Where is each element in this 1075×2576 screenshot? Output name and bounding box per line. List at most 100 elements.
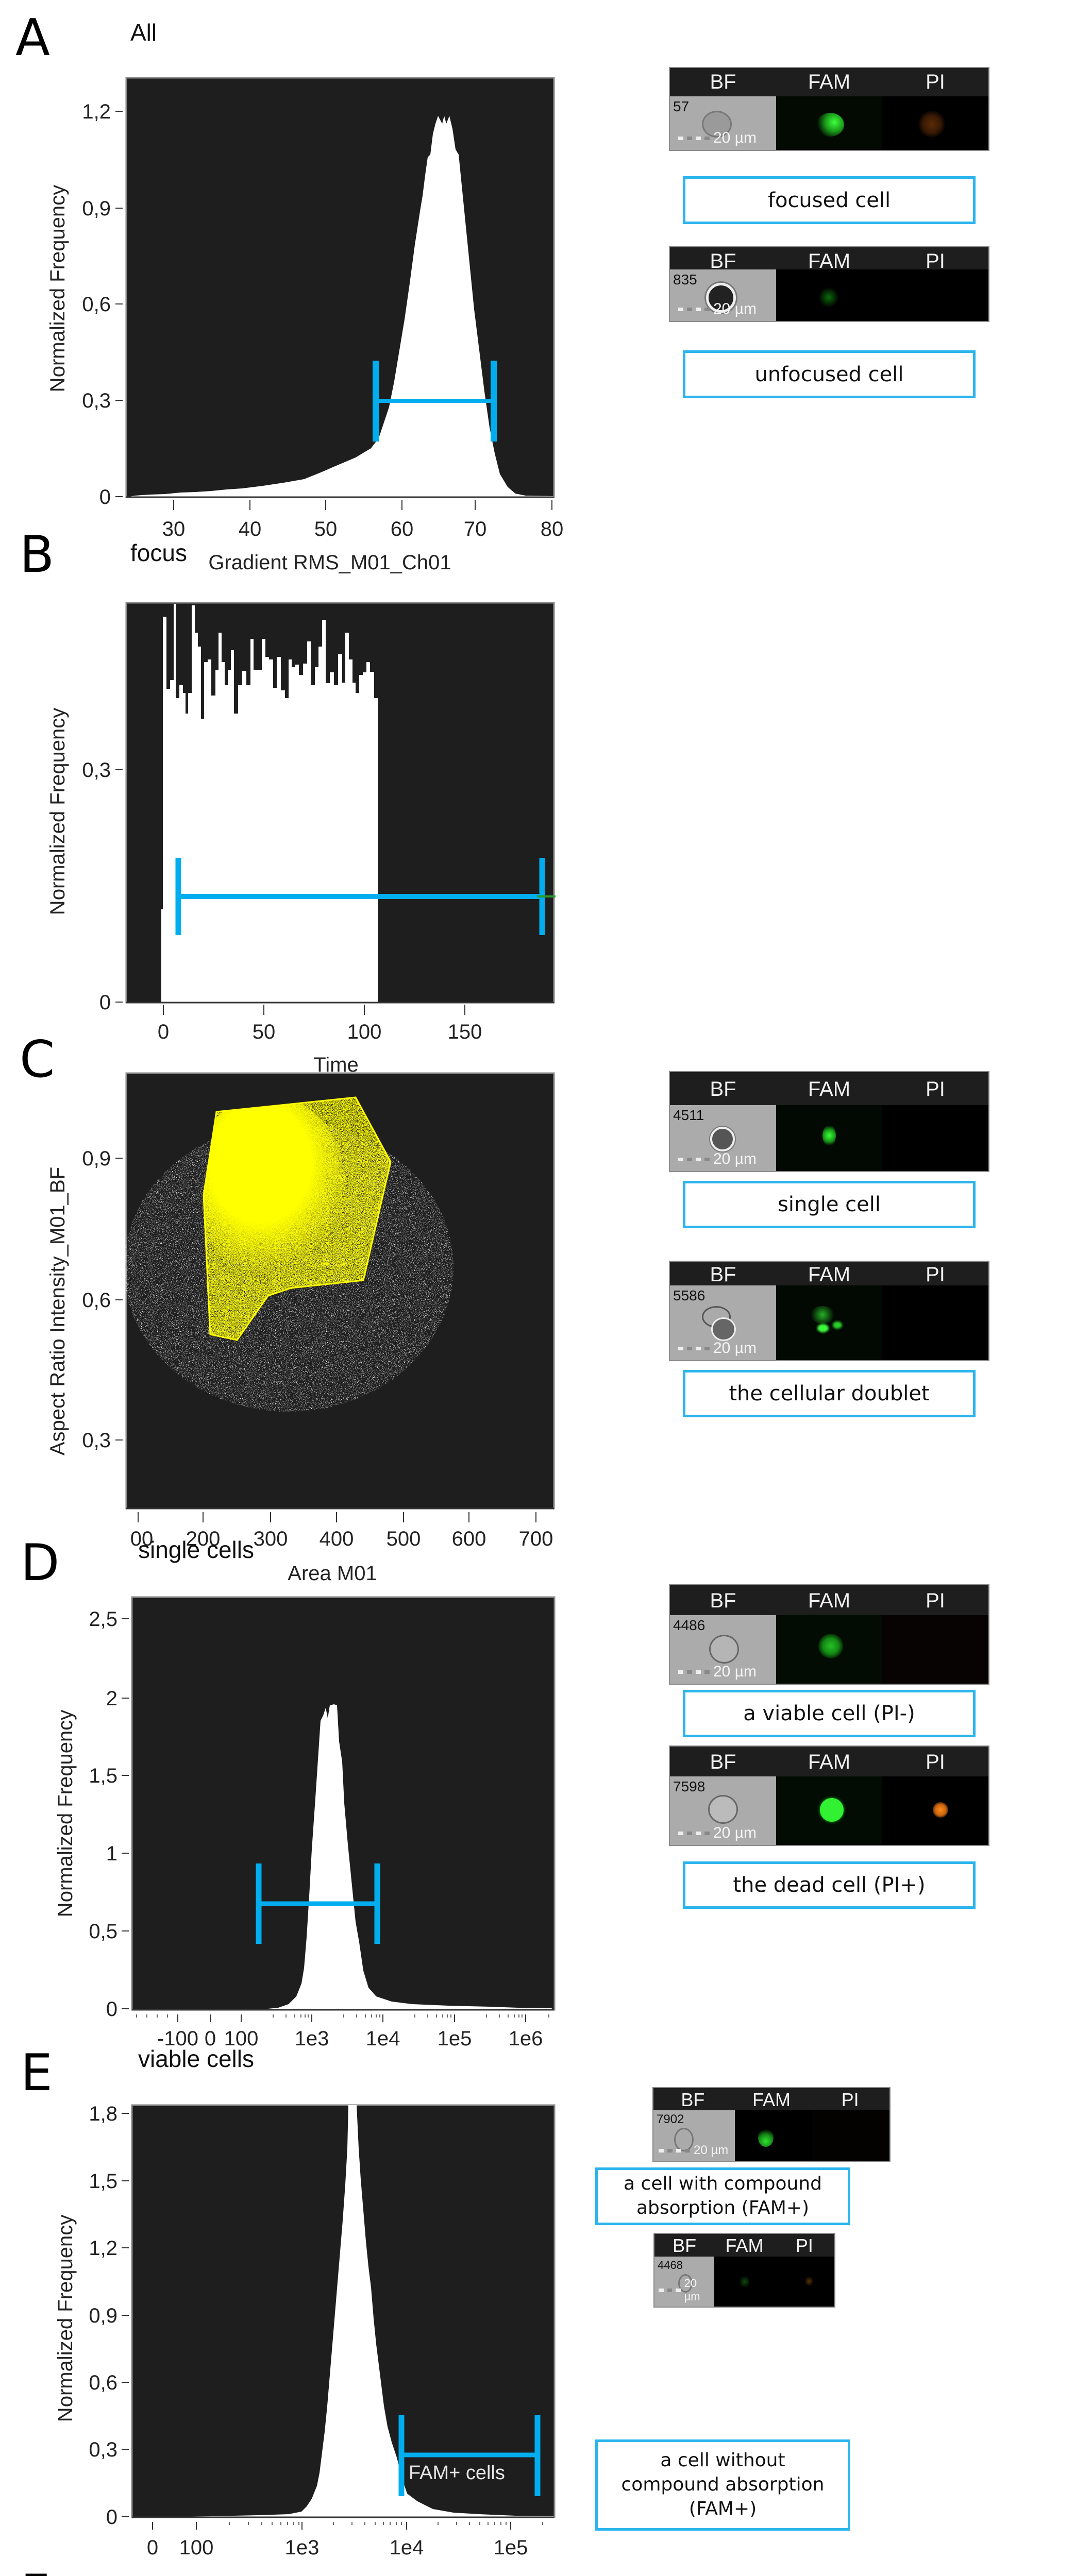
x-tick: 100 (179, 2536, 214, 2559)
image-strip-e1[interactable]: BF FAM PI 7902 20 µm (652, 2087, 891, 2162)
y-tick: 1,5 (89, 1765, 117, 1787)
y-tick: 2,5 (89, 1608, 117, 1631)
image-strip-c1[interactable]: BF FAM PI 4511 20 µm (669, 1071, 989, 1172)
pi-image (882, 1285, 988, 1360)
pi-image (882, 1105, 988, 1171)
scale-bar: 20 µm (678, 1824, 757, 1842)
x-tick: 30 (162, 518, 186, 540)
image-strip-d2[interactable]: BF FAM PI 7598 20 µm (669, 1745, 989, 1846)
scale-bar: 20 µm (678, 129, 757, 147)
fam-image (776, 1285, 882, 1360)
x-axis-label: Gradient RMS_M01_Ch01 (208, 551, 451, 574)
x-tick: 1e5 (438, 2027, 472, 2050)
chart-a-svg: 0 0,3 0,6 0,9 1,2 30 40 50 60 70 80 (82, 77, 563, 540)
panel-letter-d: D (21, 1534, 60, 1592)
x-tick: 500 (387, 1528, 421, 1550)
x-tick: 700 (519, 1528, 553, 1550)
channel-label: PI (926, 250, 945, 273)
bf-image: 5586 20 µm (670, 1285, 776, 1360)
y-tick: 0 (99, 991, 111, 1014)
x-tick: 40 (239, 518, 262, 540)
image-strip-e2[interactable]: BF FAM PI 4468 20 µm (653, 2233, 835, 2308)
image-strip-d1[interactable]: BF FAM PI 4486 20 µm (669, 1584, 989, 1685)
x-tick: 00 (130, 1528, 154, 1550)
minor-ticks (229, 2522, 543, 2525)
channel-label: PI (926, 1263, 945, 1286)
panel-letter-e: E (21, 2044, 53, 2103)
channel-label: PI (795, 2235, 813, 2256)
y-axis-label: Aspect Ratio Intensity_M01_BF (46, 1167, 69, 1455)
histogram-pi-intensity: 0 0,5 1 1,5 2 2,5 -100 0 100 1e3 1e4 1e5… (54, 1596, 556, 2050)
y-axis-label: Normalized Frequency (54, 2215, 77, 2422)
x-tick: 100 (347, 1021, 382, 1043)
object-id: 7902 (657, 2112, 684, 2126)
object-id: 4511 (673, 1107, 704, 1123)
channel-label: FAM (808, 250, 851, 273)
object-id: 7598 (673, 1778, 706, 1794)
x-tick: 200 (186, 1528, 221, 1550)
x-tick: 600 (452, 1528, 486, 1550)
y-tick: 0,9 (82, 197, 111, 220)
y-axis-label: Normalized Frequency (54, 1710, 77, 1917)
scale-bar: 20 µm (678, 1663, 757, 1681)
image-strip-c2[interactable]: BF FAM PI 5586 20 µm (669, 1261, 989, 1361)
bf-image: 4486 20 µm (670, 1615, 776, 1684)
channel-label: FAM (808, 1589, 851, 1612)
scatter-area-aspect: 0,9 0,6 0,3 00 200 300 400 500 600 700 (82, 1072, 555, 1550)
y-tick: 1,2 (89, 2237, 117, 2260)
histogram-internalization: internalization of probe 0 0,5 1 1,5 2 2… (0, 2550, 567, 2576)
scale-bar: 20 µm (678, 300, 757, 318)
pi-image (812, 2110, 889, 2161)
channel-label: BF (681, 2089, 705, 2110)
pi-image (882, 1776, 988, 1845)
y-tick: 1,8 (89, 2103, 117, 2125)
y-tick: 0,6 (82, 1289, 111, 1312)
histogram-bars (161, 604, 378, 1003)
panel-letter-a: A (15, 9, 51, 67)
y-tick: 0,6 (82, 293, 111, 316)
y-tick: 0,9 (89, 2304, 117, 2327)
caption-box: a cell without compound absorption (FAM+… (595, 2439, 850, 2531)
scale-bar: 20 µm (678, 1150, 757, 1168)
x-tick: 1e3 (295, 2027, 329, 2050)
panel-title-b: focus (130, 539, 187, 566)
y-tick: 0,5 (89, 1920, 117, 1943)
y-tick: 0,6 (89, 2371, 117, 2394)
x-tick: 50 (314, 518, 338, 540)
panel-title-a: All (130, 19, 157, 46)
scale-bar: 20 µm (659, 2143, 728, 2158)
panel-title-e: viable cells (138, 2045, 254, 2072)
channel-label: FAM (725, 2235, 764, 2256)
channel-label: FAM (808, 1263, 851, 1286)
object-id: 57 (673, 98, 690, 114)
object-id: 4468 (658, 2259, 683, 2272)
bf-image: 4511 20 µm (670, 1105, 776, 1171)
x-tick: 0 (147, 2536, 158, 2559)
pi-image (882, 269, 988, 321)
x-tick: 1e4 (390, 2536, 424, 2559)
image-strip-a1[interactable]: BF FAM PI 57 20 µm (669, 67, 989, 151)
caption-box: unfocused cell (683, 350, 976, 398)
histogram-bars (132, 1704, 554, 2010)
y-tick: 0 (99, 486, 111, 509)
chart-c-labels: Area M01 Aspect Ratio Intensity_M01_BF (46, 1167, 377, 1585)
histogram-gradient-rms: 0 0,3 0,6 0,9 1,2 30 40 50 60 70 80 (0, 0, 567, 540)
channel-label: BF (673, 2235, 697, 2256)
minor-ticks (136, 2014, 549, 2018)
channel-label: PI (926, 1078, 945, 1100)
fam-image (714, 2257, 775, 2307)
x-tick: 0 (158, 1021, 169, 1043)
y-tick: 0 (106, 2506, 117, 2529)
gate-label: FAM+ cells (409, 2462, 505, 2484)
channel-label: BF (710, 1589, 736, 1612)
pi-image (882, 96, 988, 150)
bf-image: 57 20 µm (670, 96, 776, 150)
gate-bar-e (398, 2415, 541, 2496)
image-strip-a2[interactable]: BF FAM PI 835 20 µm (669, 246, 989, 322)
bf-image: 4468 20 µm (654, 2257, 715, 2307)
x-tick: 1e3 (285, 2536, 320, 2559)
panel-letter-b: B (20, 526, 55, 584)
x-tick: 1e6 (509, 2027, 543, 2050)
panel-letter-f: F (21, 2568, 49, 2576)
panel-title-d: single cells (138, 1536, 254, 1563)
